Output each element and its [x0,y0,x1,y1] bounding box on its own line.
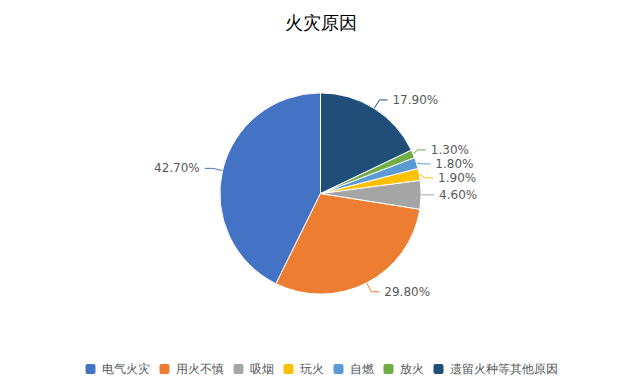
svg-text:玩火: 玩火 [300,362,324,376]
svg-text:1.90%: 1.90% [438,171,476,185]
svg-text:吸烟: 吸烟 [250,362,274,376]
svg-text:17.90%: 17.90% [392,93,438,107]
svg-text:用火不慎: 用火不慎 [176,362,224,376]
svg-text:42.70%: 42.70% [154,161,200,175]
svg-text:自燃: 自燃 [350,362,374,376]
svg-text:1.30%: 1.30% [431,143,469,157]
svg-text:29.80%: 29.80% [384,285,430,299]
svg-text:火灾原因: 火灾原因 [285,12,357,33]
svg-text:放火: 放火 [400,362,424,376]
svg-text:电气火灾: 电气火灾 [102,362,150,376]
svg-text:1.80%: 1.80% [435,157,473,171]
svg-text:遗留火种等其他原因: 遗留火种等其他原因 [450,362,558,376]
svg-text:4.60%: 4.60% [439,188,477,202]
